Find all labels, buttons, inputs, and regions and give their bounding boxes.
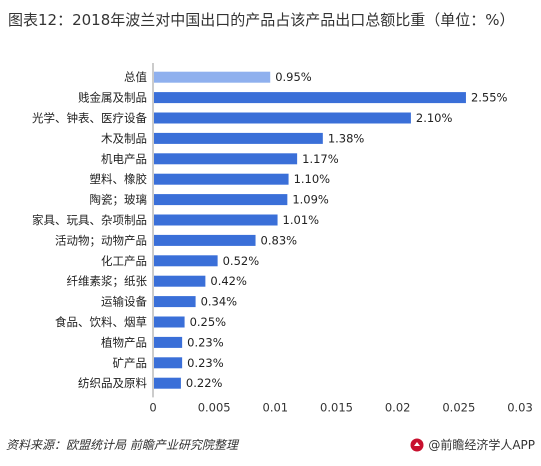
category-label-6: 陶瓷；玻璃 [90,193,148,207]
brand-logo-icon [410,438,424,451]
bar-11 [154,296,196,308]
category-label-12: 食品、饮料、烟草 [55,315,147,329]
x-tick-label-4: 0.02 [385,400,411,414]
category-label-10: 纤维素浆；纸张 [67,274,148,288]
category-label-7: 家具、玩具、杂项制品 [32,213,147,227]
chart-title: 图表12：2018年波兰对中国出口的产品占该产品出口总额比重（单位：%） [8,11,515,29]
category-label-1: 贱金属及制品 [78,91,147,105]
category-label-15: 纺织品及原料 [78,376,147,390]
category-label-14: 矿产品 [113,356,148,370]
bar-6 [154,194,288,206]
brand-credit: @前瞻经济学人APP [410,436,535,453]
bar-10 [154,275,206,287]
data-label-0: 0.95% [275,70,312,84]
data-label-12: 0.25% [190,315,227,329]
data-label-7: 1.01% [283,213,320,227]
category-label-2: 光学、钟表、医疗设备 [32,111,147,125]
data-label-3: 1.38% [328,131,365,145]
bar-3 [154,132,323,144]
bar-5 [154,173,289,185]
category-label-8: 活动物；动物产品 [55,233,147,247]
bar-13 [154,336,183,348]
bar-9 [154,255,218,267]
x-tick-label-3: 0.015 [320,400,353,414]
bar-15 [154,377,181,389]
data-label-5: 1.10% [294,172,331,186]
category-label-13: 植物产品 [101,335,147,349]
data-label-9: 0.52% [223,254,260,268]
data-label-10: 0.42% [210,274,247,288]
data-label-1: 2.55% [471,91,508,105]
x-tick-label-6: 0.03 [507,400,533,414]
bar-0 [154,71,271,83]
data-label-4: 1.17% [302,152,339,166]
x-tick-label-2: 0.01 [263,400,289,414]
bar-2 [154,112,411,124]
category-label-0: 总值 [124,70,147,84]
bar-8 [154,234,256,246]
data-label-8: 0.83% [261,233,298,247]
category-label-5: 塑料、橡胶 [90,172,148,186]
data-label-11: 0.34% [201,295,238,309]
data-label-13: 0.23% [187,335,224,349]
category-label-3: 木及制品 [101,131,147,145]
data-label-15: 0.22% [186,376,223,390]
data-label-14: 0.23% [187,356,224,370]
x-tick-label-1: 0.005 [198,400,231,414]
x-tick-label-5: 0.025 [442,400,475,414]
bar-1 [154,92,466,104]
bar-14 [154,357,183,369]
brand-label: @前瞻经济学人APP [428,438,535,452]
x-tick-label-0: 0 [149,400,156,414]
category-label-4: 机电产品 [101,152,147,166]
bar-4 [154,153,298,165]
bar-12 [154,316,185,328]
category-label-11: 运输设备 [101,295,147,309]
bar-7 [154,214,278,226]
source-note: 资料来源：欧盟统计局 前瞻产业研究院整理 [6,438,238,452]
data-label-6: 1.09% [292,193,329,207]
data-label-2: 2.10% [416,111,453,125]
category-label-9: 化工产品 [101,254,147,268]
